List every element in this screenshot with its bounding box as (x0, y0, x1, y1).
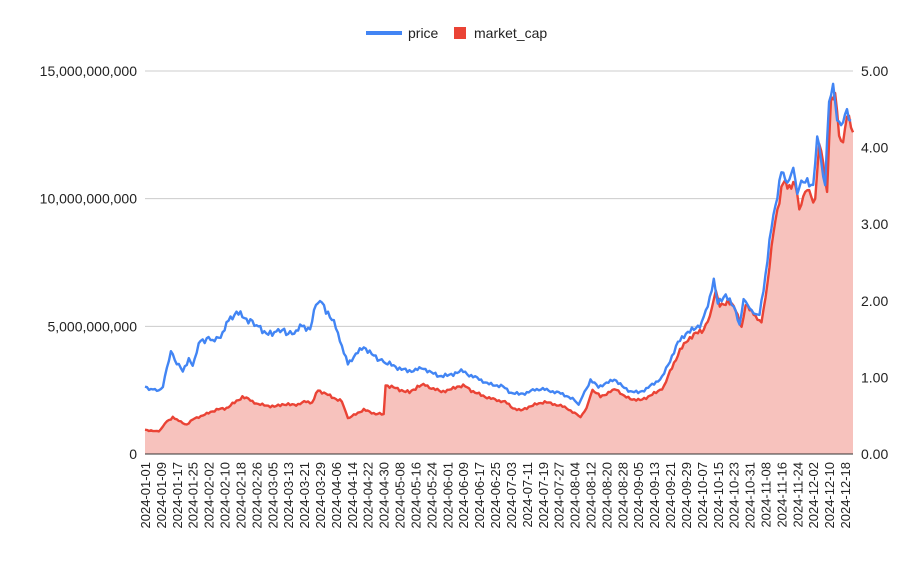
x-tick-label: 2024-10-15 (711, 462, 726, 529)
gridlines (145, 70, 853, 327)
y-left-tick-label: 5,000,000,000 (47, 318, 137, 334)
x-tick-label: 2024-07-27 (552, 462, 567, 529)
x-tick-label: 2024-07-11 (520, 462, 535, 528)
x-tick-label: 2024-05-16 (409, 462, 424, 529)
x-tick-label: 2024-09-21 (663, 462, 678, 529)
x-tick-label: 2024-05-24 (424, 462, 439, 529)
y-right-tick-label: 5.00 (861, 63, 888, 79)
x-tick-label: 2024-03-13 (281, 462, 296, 529)
legend-swatch-market-cap (454, 27, 466, 39)
market-cap-area (145, 93, 853, 454)
legend: price market_cap (366, 25, 547, 41)
x-tick-label: 2024-06-17 (472, 462, 487, 529)
x-tick-label: 2024-09-05 (631, 462, 646, 529)
x-tick-label: 2024-04-14 (345, 462, 360, 529)
y-axis-right: 0.00 1.00 2.00 3.00 4.00 5.00 (861, 63, 888, 462)
x-tick-label: 2024-12-18 (838, 462, 853, 529)
x-tick-label: 2024-02-18 (234, 462, 249, 529)
x-tick-label: 2024-09-29 (679, 462, 694, 529)
x-tick-label: 2024-06-01 (440, 462, 455, 529)
y-right-tick-label: 3.00 (861, 216, 888, 232)
x-tick-label: 2024-12-02 (806, 462, 821, 529)
x-tick-label: 2024-02-26 (249, 462, 264, 529)
x-tick-label: 2024-07-19 (536, 462, 551, 529)
y-right-tick-label: 0.00 (861, 446, 888, 462)
x-tick-label: 2024-08-20 (599, 462, 614, 529)
x-tick-label: 2024-10-31 (743, 462, 758, 529)
x-tick-label: 2024-10-07 (695, 462, 710, 529)
x-tick-label: 2024-02-10 (218, 462, 233, 529)
y-right-tick-label: 2.00 (861, 293, 888, 309)
x-tick-label: 2024-04-30 (377, 462, 392, 529)
x-tick-label: 2024-07-03 (504, 462, 519, 529)
legend-label-market-cap: market_cap (474, 25, 547, 41)
x-tick-label: 2024-12-10 (822, 462, 837, 529)
y-left-tick-label: 0 (129, 446, 137, 462)
x-tick-label: 2024-09-13 (647, 462, 662, 529)
x-tick-label: 2024-01-25 (186, 462, 201, 529)
x-tick-label: 2024-05-08 (393, 462, 408, 529)
x-tick-label: 2024-11-16 (774, 462, 789, 528)
y-left-tick-label: 10,000,000,000 (40, 191, 138, 207)
x-tick-label: 2024-11-24 (790, 462, 805, 528)
x-tick-label: 2024-04-06 (329, 462, 344, 529)
x-tick-label: 2024-04-22 (361, 462, 376, 529)
x-tick-label: 2024-01-09 (154, 462, 169, 529)
y-right-tick-label: 4.00 (861, 140, 888, 156)
x-tick-label: 2024-08-28 (615, 462, 630, 529)
x-tick-label: 2024-03-29 (313, 462, 328, 529)
x-tick-label: 2024-10-23 (727, 462, 742, 529)
x-tick-label: 2024-01-17 (170, 462, 185, 529)
y-right-tick-label: 1.00 (861, 369, 888, 385)
x-axis: 2024-01-01 2024-01-09 2024-01-17 2024-01-25… (138, 462, 853, 529)
legend-swatch-price (366, 31, 402, 35)
legend-label-price: price (408, 25, 439, 41)
y-left-tick-label: 15,000,000,000 (40, 63, 138, 79)
y-axis-left: 0 5,000,000,000 10,000,000,000 15,000,000,0… (40, 63, 138, 462)
x-tick-label: 2024-06-09 (456, 462, 471, 529)
x-tick-label: 2024-08-04 (568, 462, 583, 529)
x-tick-label: 2024-06-25 (488, 462, 503, 529)
x-tick-label: 2024-03-05 (265, 462, 280, 529)
x-tick-label: 2024-03-21 (297, 462, 312, 529)
x-tick-label: 2024-01-01 (138, 462, 153, 529)
price-line (144, 82, 852, 406)
x-tick-label: 2024-02-02 (202, 462, 217, 529)
x-tick-label: 2024-11-08 (759, 462, 774, 528)
x-tick-label: 2024-08-12 (584, 462, 599, 529)
